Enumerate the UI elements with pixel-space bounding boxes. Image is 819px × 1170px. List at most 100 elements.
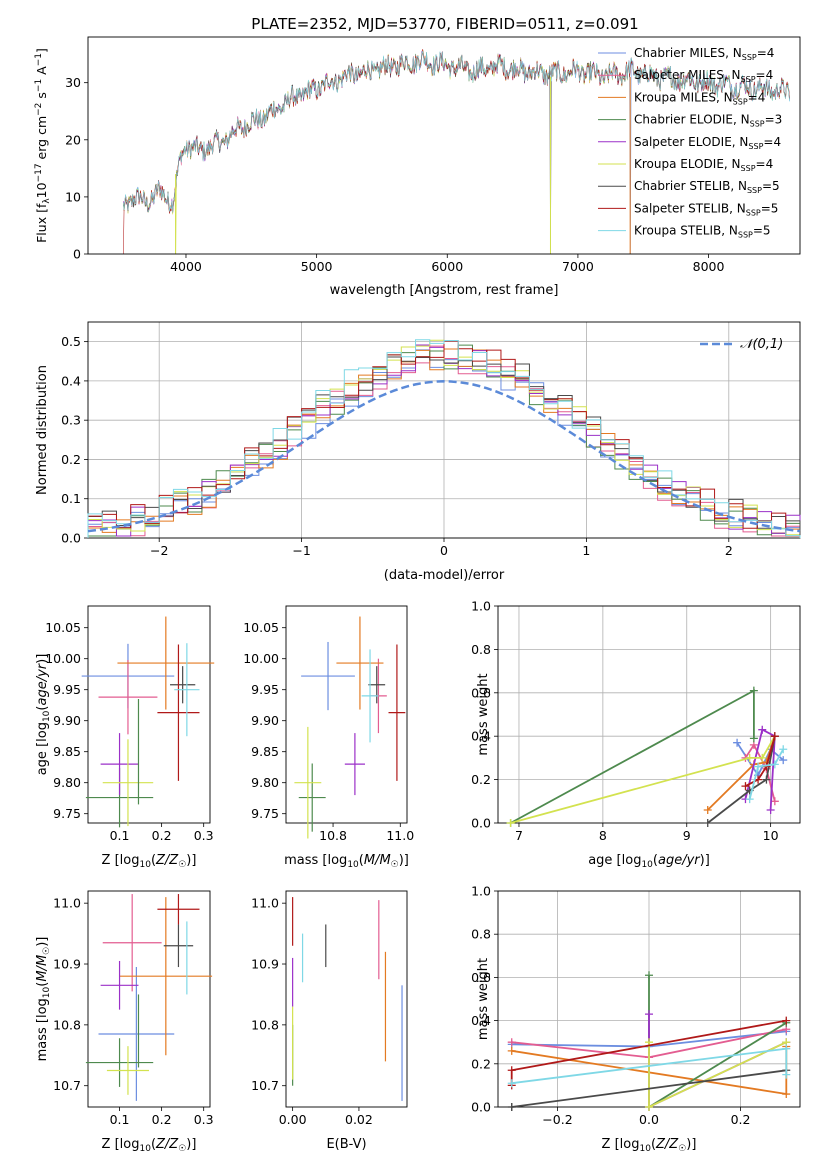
age_vs_mass-xtick-label: 11.0 [386,828,414,843]
massweight_vs_age-axes: 7 8 9 10 0.0 0.2 0.4 0.6 0.8 1.0 [471,599,801,843]
age_vs_Z-ytick-label: 9.75 [53,806,81,821]
residuals-legend-label: 𝒩(0,1) [740,337,783,352]
age_vs_Z-ylabel: age [log10(age/yr)] [35,654,52,776]
massweight_vs_age-marker-7-0 [741,782,750,791]
massweight_vs_Z-ytick-label: 0.6 [471,970,491,985]
spectrum-series-8 [123,51,790,213]
massweight_vs_age-line-6 [707,736,776,824]
legend-label-3: Chabrier ELODIE, NSSP=3 [634,113,782,129]
massweight_vs_Z-xtick-label: 0.0 [639,1112,659,1127]
massweight_vs_age-ylabel: mass weight [476,673,491,755]
legend-label-6: Chabrier STELIB, NSSP=5 [634,179,780,195]
spectrum-series-1 [123,50,630,213]
mass_vs_Z-xtick-label: 0.2 [152,1112,172,1127]
massweight_vs_age-line-8 [748,748,784,800]
mass_vs_Z-xtick-label: 0.1 [110,1112,130,1127]
age_vs_mass-ytick-label: 9.80 [251,775,279,790]
residuals-ytick-label: 0.1 [61,491,81,506]
massweight_vs_Z-marker-2-1 [782,1090,791,1099]
age_vs_Z-xlabel: Z [log10(Z/Z☉)] [102,853,197,870]
massweight_vs_Z-marker-2-0 [507,1046,516,1055]
massweight_vs_age-marker-3-1 [749,686,758,695]
residuals-ytick-label: 0.3 [61,413,81,428]
massweight_vs_age-xtick-label: 7 [515,828,523,843]
mass_vs_Z-ytick-label: 11.0 [53,896,81,911]
massweight_vs_Z-ytick-label: 0.4 [471,1013,491,1028]
mass_vs_EBV-ytick-label: 10.8 [251,1017,279,1032]
age_vs_mass-ytick-label: 9.95 [251,682,279,697]
massweight_vs_Z-marker-5-1 [645,1103,653,1111]
residual-hist-8 [87,339,801,538]
massweight_vs_age-marker-5-1 [745,753,754,762]
spectrum-ylabel: Flux [fλ10−17 erg cm−2 s−1 A−1] [34,48,52,243]
age_vs_mass-ytick-label: 10.00 [243,651,279,666]
mass_vs_EBV-ytick-label: 10.7 [251,1078,279,1093]
mass_vs_Z-xlabel: Z [log10(Z/Z☉)] [102,1137,197,1154]
age_vs_mass-points [294,616,406,839]
residuals-xlabel: (data-model)/error [384,568,505,583]
age_vs_Z-xtick-label: 0.3 [194,828,214,843]
massweight_vs_Z-xtick-label: −0.2 [542,1112,572,1127]
mass_vs_Z-points [85,894,213,1101]
massweight_vs_age-marker-8-0 [745,795,754,804]
massweight_vs_Z-series [507,971,791,1111]
age_vs_Z-frame [87,605,211,824]
massweight_vs_age-marker-0-0 [733,738,742,747]
residuals-xtick-label: 2 [725,543,733,558]
spectrum-xtick-label: 5000 [301,259,333,274]
massweight_vs_age-marker-4-1 [758,725,767,734]
mass_vs_Z-frame [87,890,211,1108]
residuals-ylabel: Normed distribution [35,365,50,495]
spectrum-frame [87,36,801,255]
massweight_vs_age-marker-6-2 [762,775,771,784]
age_vs_mass-axes: 10.8 11.0 9.75 9.80 9.85 9.90 9.95 10.00 10.05 [243,605,414,843]
residuals-frame [87,321,801,539]
age_vs_Z-ytick-label: 10.05 [45,620,81,635]
massweight_vs_age-series [506,686,788,827]
massweight_vs_Z-xtick-label: 0.2 [731,1112,751,1127]
massweight_vs_age-line-3 [510,689,755,824]
massweight_vs_age-xtick-label: 8 [599,828,607,843]
spectrum-ytick-label: 20 [65,132,81,147]
massweight_vs_Z-line-4 [648,1014,787,1109]
massweight_vs_Z-marker-8-1 [782,1044,791,1053]
spectrum-xtick-label: 7000 [562,259,594,274]
mass_vs_EBV-frame [285,890,408,1108]
spectrum-ytick-label: 10 [65,189,81,204]
residuals-hist-group [87,339,801,538]
massweight_vs_age-line-5 [510,735,776,824]
massweight_vs_Z-ytick-label: 0.2 [471,1056,491,1071]
age_vs_Z-xtick-label: 0.2 [152,828,172,843]
massweight_vs_Z-marker-8-0 [507,1079,516,1088]
age_vs_mass-ytick-label: 10.05 [243,620,279,635]
massweight_vs_age-marker-5-0 [506,819,515,827]
massweight_vs_age-marker-3-2 [749,734,758,743]
massweight_vs_Z-marker-7-2 [782,1016,791,1025]
massweight_vs_age-marker-2-0 [703,805,712,814]
age_vs_Z-ytick-label: 9.80 [53,775,81,790]
residuals-xtick-label: 1 [582,543,590,558]
mass_vs_Z-axes: 0.1 0.2 0.3 10.7 10.8 10.9 11.0 [53,890,214,1127]
spectrum-xtick-label: 8000 [693,259,725,274]
massweight_vs_Z-ytick-label: 0.8 [471,927,491,942]
massweight_vs_Z-marker-1-0 [507,1038,516,1047]
mass_vs_EBV-ytick-label: 11.0 [251,896,279,911]
massweight_vs_age-ytick-label: 0.4 [471,729,491,744]
mass_vs_EBV-axes: 0.00 0.02 10.7 10.8 10.9 11.0 [251,890,408,1127]
massweight_vs_age-line-4 [744,728,776,811]
massweight_vs_age-marker-8-3 [779,745,788,754]
residuals-ytick-label: 0.2 [61,452,81,467]
massweight_vs_age-xtick-label: 10 [763,828,779,843]
mass_vs_Z-ytick-label: 10.9 [53,957,81,972]
massweight_vs_age-line-1 [744,743,776,802]
legend-label-4: Salpeter ELODIE, NSSP=4 [634,135,781,151]
legend-label-8: Kroupa STELIB, NSSP=5 [634,224,771,240]
spectrum-axes: 4000 5000 6000 7000 8000 0 10 20 30 [65,36,801,274]
mass_vs_Z-ylabel: mass [log10(M/M☉)] [35,937,52,1062]
legend-label-5: Kroupa ELODIE, NSSP=4 [634,157,773,173]
mass_vs_Z-xtick-label: 0.3 [194,1112,214,1127]
age_vs_Z-axes: 0.1 0.2 0.3 9.75 9.80 9.85 9.90 9.95 10.00 10.05 [45,605,214,843]
massweight_vs_age-ytick-label: 1.0 [471,599,491,614]
